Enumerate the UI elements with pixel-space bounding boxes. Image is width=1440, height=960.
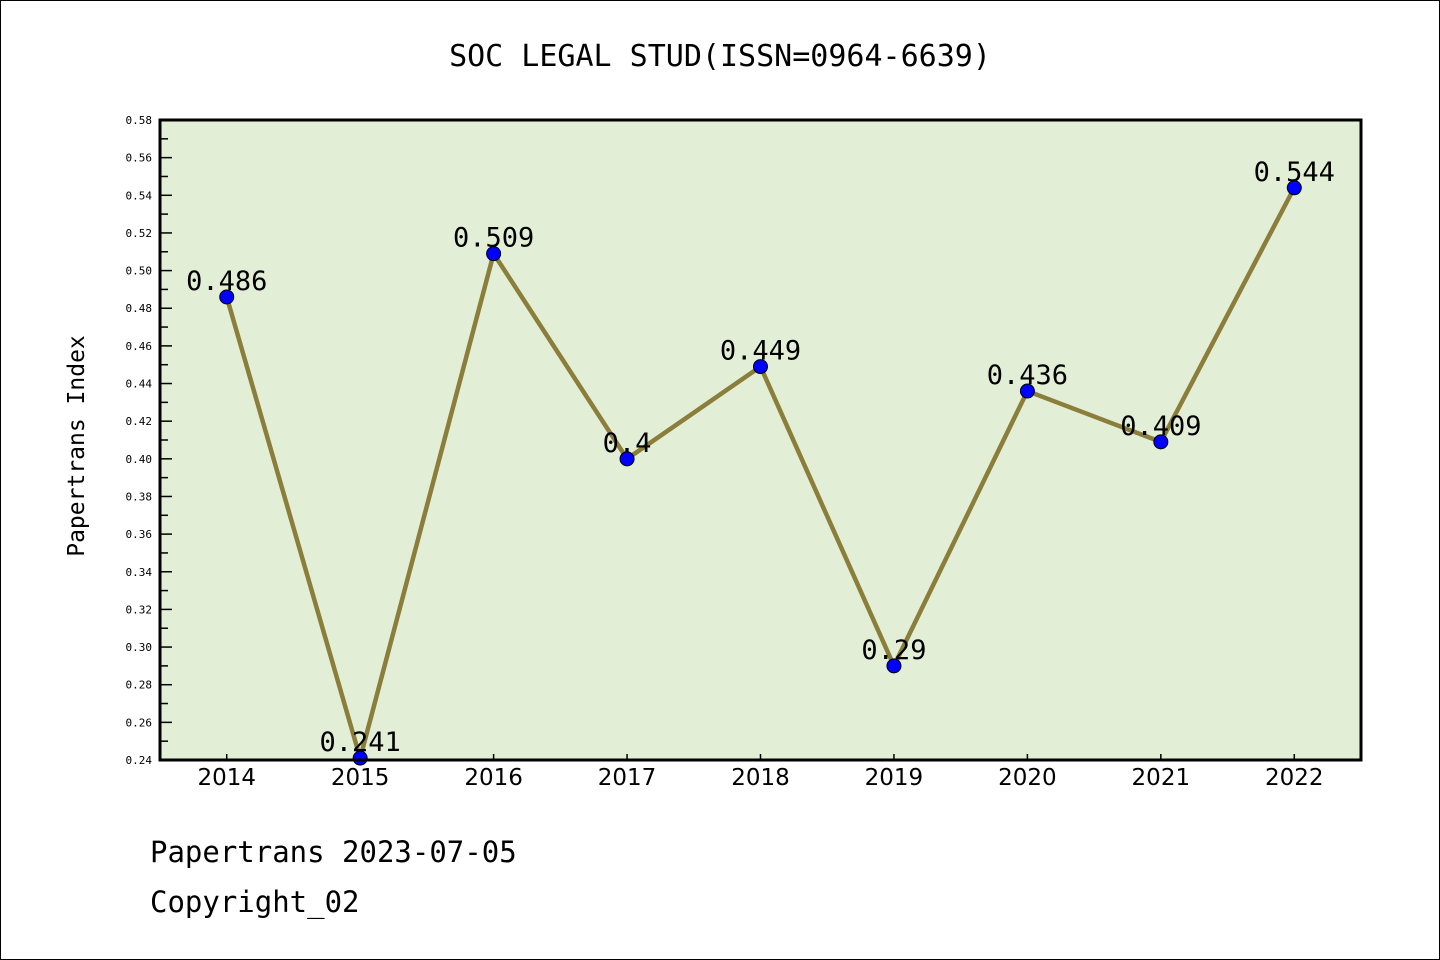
plot-border bbox=[158, 118, 1363, 762]
data-label: 0.544 bbox=[1254, 157, 1335, 188]
data-label: 0.4 bbox=[603, 428, 652, 459]
y-tick-label: 0.44 bbox=[126, 378, 153, 391]
data-label: 0.486 bbox=[186, 266, 267, 297]
data-point bbox=[1286, 180, 1302, 196]
x-tick-label: 2020 bbox=[998, 765, 1057, 791]
x-tick-label: 2017 bbox=[598, 765, 657, 791]
y-tick-label: 0.46 bbox=[126, 340, 153, 353]
y-tick-label: 0.38 bbox=[126, 490, 153, 503]
x-tick-label: 2022 bbox=[1265, 765, 1324, 791]
y-tick-label: 0.24 bbox=[126, 754, 153, 767]
data-label: 0.436 bbox=[987, 360, 1068, 391]
x-tick-label: 2016 bbox=[464, 765, 523, 791]
x-tick-label: 2021 bbox=[1132, 765, 1191, 791]
y-tick-label: 0.40 bbox=[126, 453, 153, 466]
y-tick-label: 0.48 bbox=[126, 302, 153, 315]
data-point bbox=[352, 750, 368, 766]
y-tick-label: 0.34 bbox=[126, 566, 153, 579]
data-point bbox=[486, 246, 502, 262]
y-tick-label: 0.26 bbox=[126, 716, 153, 729]
y-tick-label: 0.54 bbox=[126, 189, 153, 202]
x-tick-label: 2018 bbox=[731, 765, 790, 791]
x-tick-label: 2019 bbox=[865, 765, 924, 791]
y-tick-label: 0.56 bbox=[126, 152, 153, 165]
footer-copyright: Copyright_02 bbox=[150, 885, 360, 919]
data-point bbox=[1019, 383, 1035, 399]
data-label: 0.241 bbox=[320, 727, 401, 758]
data-label: 0.29 bbox=[861, 635, 926, 666]
y-tick-label: 0.50 bbox=[126, 265, 153, 278]
y-tick-label: 0.36 bbox=[126, 528, 153, 541]
data-label: 0.409 bbox=[1120, 411, 1201, 442]
y-axis-label: Papertrans Index bbox=[64, 335, 90, 557]
y-tick-label: 0.32 bbox=[126, 603, 153, 616]
x-tick-label: 2015 bbox=[331, 765, 390, 791]
data-point bbox=[219, 289, 235, 305]
data-point bbox=[886, 658, 902, 674]
y-tick-label: 0.30 bbox=[126, 641, 153, 654]
data-label: 0.509 bbox=[453, 223, 534, 254]
data-point bbox=[619, 451, 635, 467]
y-tick-label: 0.42 bbox=[126, 415, 153, 428]
y-tick-label: 0.28 bbox=[126, 679, 153, 692]
x-tick-label: 2014 bbox=[197, 765, 256, 791]
chart-title: SOC LEGAL STUD(ISSN=0964-6639) bbox=[449, 39, 991, 74]
data-point bbox=[753, 359, 768, 375]
data-label: 0.449 bbox=[720, 336, 801, 367]
data-point bbox=[1153, 434, 1169, 450]
y-tick-label: 0.58 bbox=[126, 114, 153, 127]
y-tick-label: 0.52 bbox=[126, 227, 153, 240]
footer-date: Papertrans 2023-07-05 bbox=[150, 835, 517, 869]
